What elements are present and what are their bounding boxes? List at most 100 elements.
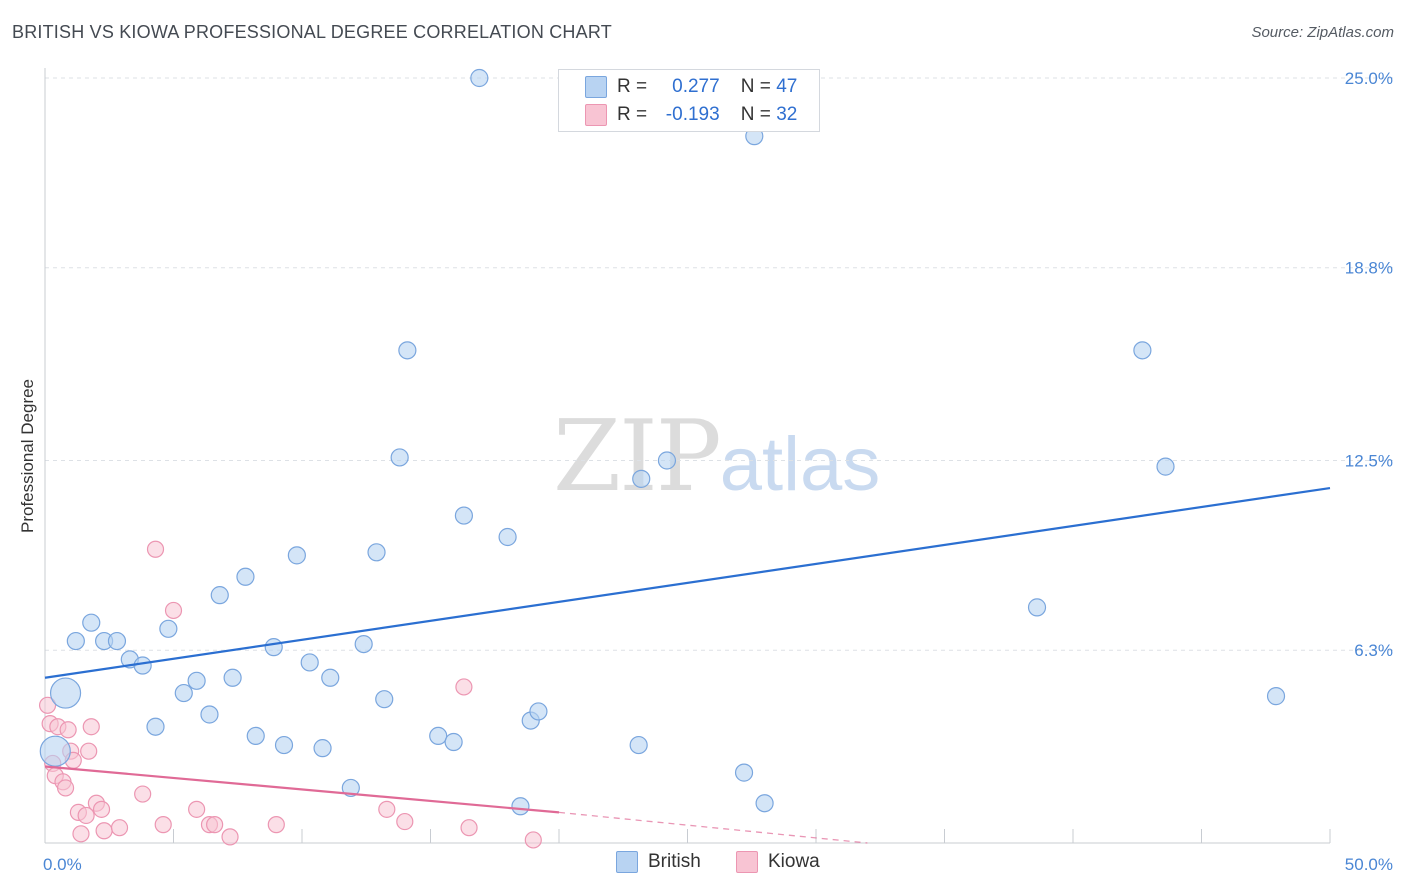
british-point	[274, 735, 294, 755]
british-trend-line	[44, 486, 1331, 679]
british-point	[1156, 457, 1175, 476]
british-point	[210, 586, 229, 605]
legend-r-label: R =	[617, 103, 648, 125]
kiowa-point	[72, 825, 90, 843]
kiowa-point	[82, 718, 100, 736]
x-tick-label: 50.0%	[1345, 855, 1393, 874]
kiowa-points	[38, 540, 542, 849]
kiowa-point	[77, 806, 95, 825]
british-point	[146, 717, 165, 736]
kiowa-trend-line	[44, 765, 560, 814]
kiowa-point	[455, 678, 473, 696]
british-point	[657, 451, 677, 470]
y-tick-label: 12.5%	[1345, 452, 1393, 471]
watermark: ZIPatlas	[553, 400, 880, 514]
kiowa-point	[396, 812, 414, 831]
bottom-legend-swatch-british	[616, 851, 638, 873]
bottom-legend-label-kiowa: Kiowa	[768, 851, 820, 872]
kiowa-point	[59, 721, 77, 739]
british-point	[133, 656, 152, 675]
british-point	[511, 797, 530, 816]
british-point	[49, 677, 82, 709]
british-points	[39, 68, 1286, 816]
kiowa-point	[267, 816, 285, 834]
british-point	[470, 68, 489, 88]
legend-row-kiowa: R = -0.193 N = 32	[559, 101, 819, 128]
legend-r-label: R =	[617, 75, 648, 97]
bottom-legend-kiowa: Kiowa	[736, 851, 820, 873]
kiowa-point	[95, 822, 113, 840]
british-point	[200, 705, 219, 724]
bottom-legend-label-british: British	[648, 851, 701, 872]
british-point	[1266, 687, 1286, 706]
kiowa-point	[378, 800, 396, 818]
kiowa-point	[206, 816, 224, 834]
watermark-atlas: atlas	[719, 422, 881, 507]
british-point	[629, 735, 648, 755]
y-tick-label: 6.3%	[1354, 641, 1393, 660]
legend-r-value: -0.193	[665, 103, 720, 125]
kiowa-point	[221, 828, 239, 846]
kiowa-point	[56, 779, 75, 797]
british-point	[341, 778, 360, 798]
british-point	[498, 527, 517, 547]
kiowa-point	[92, 800, 111, 818]
kiowa-trend-extension	[558, 811, 868, 844]
british-point	[187, 671, 206, 690]
kiowa-point	[524, 831, 542, 849]
legend-n-label: N =	[740, 103, 771, 125]
y-tick-label: 18.8%	[1345, 259, 1393, 278]
british-point	[39, 735, 71, 767]
x-tick-label: 0.0%	[43, 855, 82, 874]
british-point	[107, 631, 127, 651]
british-point	[375, 690, 394, 709]
british-point	[444, 732, 463, 752]
british-point	[390, 448, 409, 467]
bottom-legend-british: British	[616, 851, 701, 873]
british-point	[66, 631, 85, 651]
legend-n-value: 47	[776, 75, 798, 97]
kiowa-point	[164, 601, 183, 620]
legend-swatch-kiowa	[585, 104, 607, 126]
british-point	[398, 341, 417, 360]
legend-swatch-british	[585, 76, 607, 98]
british-point	[264, 638, 283, 657]
british-point	[429, 726, 448, 746]
british-point	[354, 634, 373, 654]
kiowa-point	[460, 819, 478, 837]
british-point	[1027, 598, 1047, 617]
british-point	[236, 567, 255, 586]
british-point	[287, 546, 306, 565]
british-point	[367, 543, 386, 562]
british-point	[223, 668, 242, 687]
british-point	[632, 469, 651, 488]
british-point	[454, 506, 474, 525]
bottom-legend-swatch-kiowa	[736, 851, 758, 873]
legend-text-kiowa: R = -0.193 N = 32	[617, 104, 797, 126]
legend-text-british: R = 0.277 N = 47	[617, 76, 797, 98]
kiowa-point	[146, 540, 165, 558]
watermark-zip: ZIP	[553, 400, 722, 514]
correlation-legend: R = 0.277 N = 47 R = -0.193 N = 32	[558, 69, 820, 132]
british-point	[755, 794, 774, 813]
british-point	[174, 683, 193, 703]
british-point	[734, 763, 754, 782]
legend-n-label: N =	[740, 75, 771, 97]
kiowa-point	[188, 800, 206, 818]
british-point	[321, 668, 340, 687]
legend-n-value: 32	[776, 103, 798, 125]
british-point	[246, 726, 265, 746]
british-point	[82, 613, 101, 632]
british-point	[1133, 341, 1152, 360]
axes	[44, 68, 1331, 844]
kiowa-point	[110, 819, 129, 837]
legend-r-value: 0.277	[672, 75, 720, 97]
kiowa-point	[80, 742, 98, 760]
british-point	[159, 619, 178, 638]
british-point	[300, 653, 319, 672]
kiowa-point	[154, 816, 172, 834]
kiowa-point	[134, 785, 152, 803]
kiowa-point	[38, 696, 57, 714]
source-credit: Source: ZipAtlas.com	[1251, 24, 1394, 41]
